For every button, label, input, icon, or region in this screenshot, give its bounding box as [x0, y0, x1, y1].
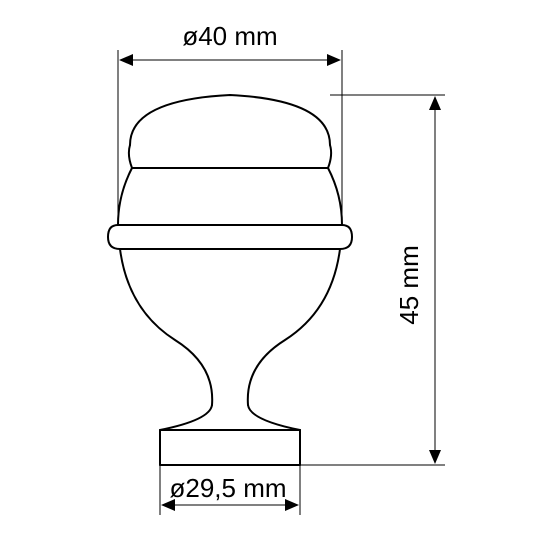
- part-outline: [108, 95, 352, 465]
- dim-bottom-label: ø29,5 mm: [169, 473, 286, 503]
- dimension-lines: [120, 60, 435, 505]
- dim-right-label: 45 mm: [394, 245, 424, 324]
- dim-top-label: ø40 mm: [182, 21, 277, 51]
- technical-drawing: ø40 mm 45 mm ø29,5 mm: [0, 0, 551, 551]
